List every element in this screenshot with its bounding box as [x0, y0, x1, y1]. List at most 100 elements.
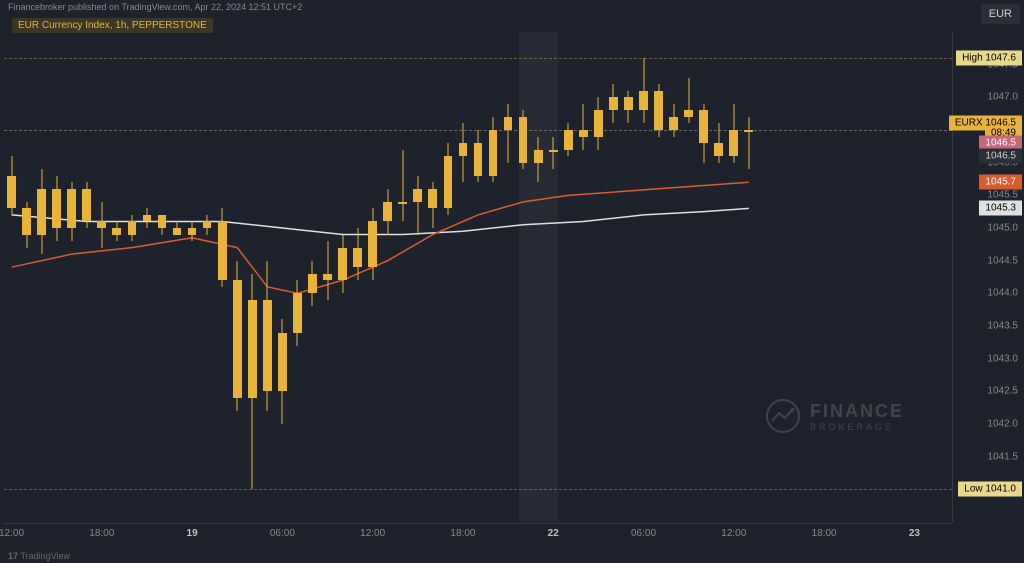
candle-body[interactable] [684, 110, 693, 117]
candle-body[interactable] [654, 91, 663, 130]
candle-body[interactable] [444, 156, 453, 208]
candle-wick [508, 104, 509, 163]
high-tag[interactable]: High 1047.6 [956, 51, 1022, 66]
candle-body[interactable] [67, 189, 76, 228]
candle-wick [748, 117, 749, 169]
y-tick-label: 1042.0 [987, 419, 1018, 430]
x-tick-label: 23 [909, 528, 920, 539]
candle-wick [402, 150, 403, 222]
ma-orange [12, 182, 749, 293]
y-tick-label: 1044.5 [987, 255, 1018, 266]
candle-body[interactable] [82, 189, 91, 222]
candle-body[interactable] [323, 274, 332, 281]
session-band [519, 32, 558, 522]
candle-body[interactable] [233, 280, 242, 398]
candle-body[interactable] [278, 333, 287, 392]
candle-body[interactable] [729, 130, 738, 156]
ma-white-tag[interactable]: 1045.3 [979, 201, 1022, 216]
candle-body[interactable] [398, 202, 407, 204]
candle-body[interactable] [263, 300, 272, 391]
low-tag[interactable]: Low 1041.0 [958, 482, 1022, 497]
ma-orange-tag[interactable]: 1045.7 [979, 175, 1022, 190]
x-tick-label: 06:00 [631, 528, 656, 539]
candle-body[interactable] [383, 202, 392, 222]
chart-container: Financebroker published on TradingView.c… [0, 0, 1024, 563]
candle-body[interactable] [564, 130, 573, 150]
candle-body[interactable] [97, 221, 106, 228]
publish-info: Financebroker published on TradingView.c… [8, 2, 302, 12]
chart-area[interactable] [4, 32, 952, 522]
candle-body[interactable] [594, 110, 603, 136]
y-tick-label: 1041.5 [987, 451, 1018, 462]
candle-body[interactable] [248, 300, 257, 398]
candle-body[interactable] [413, 189, 422, 202]
candle-body[interactable] [504, 117, 513, 130]
candle-body[interactable] [52, 189, 61, 228]
candle-wick [327, 241, 328, 300]
candle-body[interactable] [489, 130, 498, 176]
candle-body[interactable] [579, 130, 588, 137]
candle-body[interactable] [7, 176, 16, 209]
x-tick-label: 19 [187, 528, 198, 539]
ma-white [12, 208, 749, 234]
candle-body[interactable] [37, 189, 46, 235]
candle-wick [417, 176, 418, 235]
candle-body[interactable] [534, 150, 543, 163]
high-line [4, 58, 952, 59]
candle-body[interactable] [699, 110, 708, 143]
candle-body[interactable] [22, 208, 31, 234]
y-tick-label: 1047.0 [987, 92, 1018, 103]
candle-body[interactable] [338, 248, 347, 281]
candle-body[interactable] [143, 215, 152, 222]
y-tick-label: 1043.0 [987, 353, 1018, 364]
watermark-title: FINANCE [810, 401, 904, 422]
y-tick-label: 1045.5 [987, 190, 1018, 201]
candle-body[interactable] [459, 143, 468, 156]
candle-body[interactable] [519, 117, 528, 163]
x-tick-label: 06:00 [270, 528, 295, 539]
x-tick-label: 12:00 [360, 528, 385, 539]
y-tick-label: 1042.5 [987, 386, 1018, 397]
candle-body[interactable] [293, 293, 302, 332]
candle-body[interactable] [203, 221, 212, 228]
x-tick-label: 18:00 [89, 528, 114, 539]
candle-body[interactable] [128, 221, 137, 234]
y-tick-label: 1043.5 [987, 321, 1018, 332]
candle-body[interactable] [714, 143, 723, 156]
symbol-tag[interactable]: EUR Currency Index, 1h, PEPPERSTONE [12, 18, 213, 33]
candle-body[interactable] [624, 97, 633, 110]
candle-body[interactable] [173, 228, 182, 235]
candle-body[interactable] [428, 189, 437, 209]
x-tick-label: 22 [548, 528, 559, 539]
low-line [4, 489, 952, 490]
candle-body[interactable] [368, 221, 377, 267]
x-axis[interactable]: 12:0018:001906:0012:0018:002206:0012:001… [4, 523, 952, 543]
footer: 17 TradingView [8, 551, 70, 561]
candle-body[interactable] [308, 274, 317, 294]
candle-body[interactable] [218, 221, 227, 280]
candle-wick [583, 104, 584, 150]
candle-body[interactable] [158, 215, 167, 228]
candle-body[interactable] [474, 143, 483, 176]
x-tick-label: 18:00 [812, 528, 837, 539]
watermark-icon [766, 399, 800, 433]
x-tick-label: 18:00 [450, 528, 475, 539]
currency-label[interactable]: EUR [981, 4, 1020, 24]
candle-body[interactable] [639, 91, 648, 111]
candle-body[interactable] [353, 248, 362, 268]
candle-body[interactable] [549, 150, 558, 152]
last-tag[interactable]: 1046.5 [979, 149, 1022, 164]
candle-body[interactable] [188, 228, 197, 235]
x-tick-label: 12:00 [0, 528, 24, 539]
candle-body[interactable] [609, 97, 618, 110]
candle-body[interactable] [744, 130, 753, 132]
candle-body[interactable] [112, 228, 121, 235]
watermark-subtitle: BROKERAGE [810, 422, 904, 432]
ma-overlay [4, 32, 952, 522]
y-tick-label: 1044.0 [987, 288, 1018, 299]
y-axis[interactable]: 1041.01041.51042.01042.51043.01043.51044… [952, 32, 1024, 522]
watermark: FINANCE BROKERAGE [766, 399, 904, 433]
y-tick-label: 1045.0 [987, 223, 1018, 234]
x-tick-label: 12:00 [721, 528, 746, 539]
candle-body[interactable] [669, 117, 678, 130]
